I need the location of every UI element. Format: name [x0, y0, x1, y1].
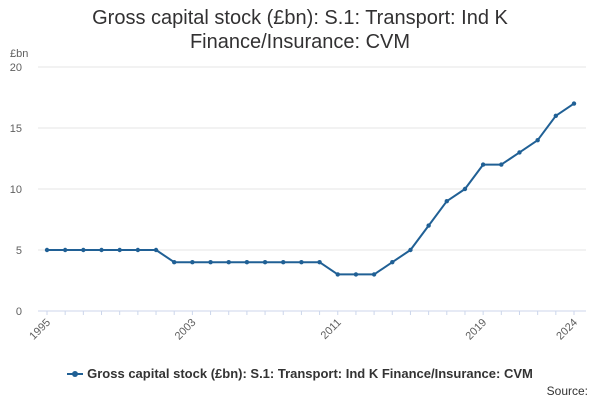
data-point [99, 247, 104, 253]
data-point [262, 260, 268, 265]
chart-title: Gross capital stock (£bn): S.1: Transpor… [0, 6, 600, 54]
series-group [44, 101, 577, 277]
grid-lines [38, 66, 586, 312]
chart-title-line-1: Gross capital stock (£bn): S.1: Transpor… [92, 7, 508, 29]
x-axis: 1995 2003 2011 2019 2024 [27, 311, 580, 342]
data-point [335, 272, 340, 277]
legend-swatch [67, 370, 84, 377]
y-tick-label: 10 [10, 184, 22, 196]
data-point [444, 199, 449, 204]
chart-title-line-2: Finance/Insurance: CVM [189, 31, 411, 53]
data-point [117, 247, 122, 253]
x-tick-label: 1995 [27, 317, 53, 343]
data-point [135, 247, 141, 253]
y-tick-label: 5 [16, 245, 22, 257]
data-point [81, 247, 86, 253]
data-point [535, 138, 540, 143]
data-point [571, 101, 577, 106]
source-label: Source: [546, 384, 588, 398]
series-line [47, 102, 575, 276]
data-point [480, 162, 486, 167]
data-point [317, 260, 322, 265]
data-point [408, 247, 413, 253]
data-point [499, 162, 504, 167]
data-point [281, 260, 286, 265]
y-axis-label: £bn [10, 48, 28, 60]
data-point [517, 150, 522, 155]
x-tick-label: 2003 [173, 317, 199, 343]
y-axis: 0 5 10 15 20 [10, 62, 22, 318]
data-point [299, 260, 304, 265]
y-tick-label: 15 [10, 123, 22, 135]
y-tick-label: 0 [16, 306, 22, 318]
x-tick-label: 2019 [463, 317, 489, 343]
data-point [153, 247, 159, 253]
data-point [62, 247, 68, 253]
data-point [553, 113, 559, 119]
legend[interactable]: Gross capital stock (£bn): S.1: Transpor… [0, 365, 600, 381]
data-point [172, 260, 177, 265]
x-tick-label: 2011 [319, 317, 344, 342]
x-tick-label: 2024 [554, 317, 580, 343]
data-point [390, 260, 395, 265]
data-point [353, 272, 359, 277]
data-point [226, 260, 231, 265]
data-point [371, 272, 377, 277]
legend-label: Gross capital stock (£bn): S.1: Transpor… [87, 366, 533, 382]
data-point [244, 260, 250, 265]
data-point [462, 186, 468, 192]
data-point [426, 223, 431, 228]
data-point [208, 260, 213, 265]
data-point [190, 260, 195, 265]
data-point [44, 247, 50, 253]
y-tick-label: 20 [10, 62, 22, 74]
